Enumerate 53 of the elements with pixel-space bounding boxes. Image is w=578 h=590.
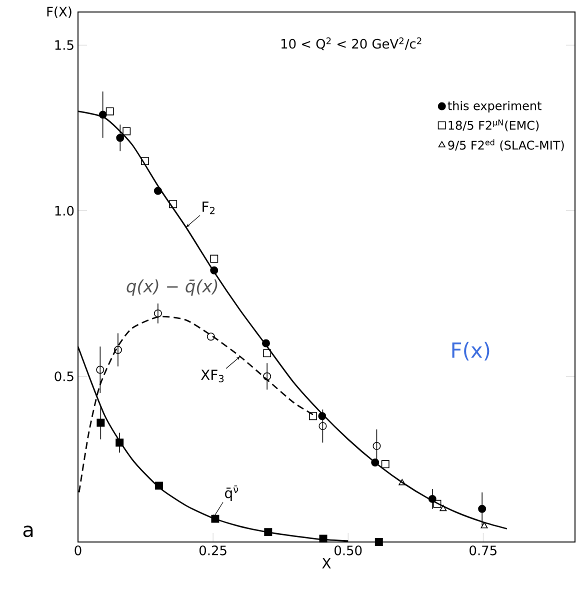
point: [309, 412, 317, 420]
point: [106, 107, 114, 116]
point: [114, 346, 122, 354]
point: [96, 366, 104, 374]
point: [155, 482, 164, 490]
annotation: F(x): [452, 342, 490, 361]
series-label: XF$_{3}$: [201, 370, 224, 382]
point: [210, 254, 218, 263]
point: [262, 339, 270, 348]
y-axis-title: F(X): [47, 6, 72, 18]
y-tick-label: 0.5: [54, 371, 74, 382]
point: [319, 534, 328, 543]
annotation: q(x) − q̄(x): [126, 279, 218, 296]
point: [398, 479, 406, 486]
series-label: q̄$^{ν̄}$: [225, 486, 238, 501]
point: [116, 134, 124, 142]
point: [211, 514, 220, 523]
x-tick-label: 0.25: [199, 546, 226, 556]
point: [480, 522, 488, 528]
x-axis-title: X: [322, 558, 331, 568]
point: [154, 186, 162, 195]
text: a: [23, 526, 33, 538]
point: [372, 442, 381, 450]
series-label: F$_{2}$: [202, 202, 214, 214]
y-tick-label: 1.5: [55, 40, 74, 50]
point: [374, 538, 383, 546]
point: [98, 110, 107, 119]
point: [428, 494, 436, 503]
point: [371, 458, 380, 466]
legend-label: 18/5 F2$^{μN}$(EMC): [448, 120, 539, 132]
point: [96, 418, 105, 427]
point: [381, 460, 390, 468]
x-tick-label: 0.75: [470, 546, 496, 556]
x-tick-label: 0: [74, 546, 82, 556]
point: [478, 504, 486, 513]
annotation: 10 < Q$^{2}$ < 20 GeV$^{2}$/c$^{2}$: [281, 37, 422, 50]
point: [169, 200, 178, 208]
x-tick-label: 0.50: [334, 546, 362, 556]
point: [263, 372, 272, 380]
point: [318, 422, 327, 430]
point: [154, 309, 162, 318]
legend-label: this experiment: [448, 100, 542, 113]
point: [206, 332, 215, 341]
point: [318, 412, 326, 420]
point: [264, 528, 272, 536]
point: [210, 266, 218, 274]
point: [122, 127, 131, 136]
point: [440, 504, 447, 512]
point: [141, 157, 149, 166]
legend-label: 9/5 F2$^{ed}$ (SLAC-MIT): [448, 139, 564, 152]
point: [263, 349, 272, 358]
point: [116, 438, 124, 447]
y-tick-label: 1.0: [55, 206, 74, 216]
